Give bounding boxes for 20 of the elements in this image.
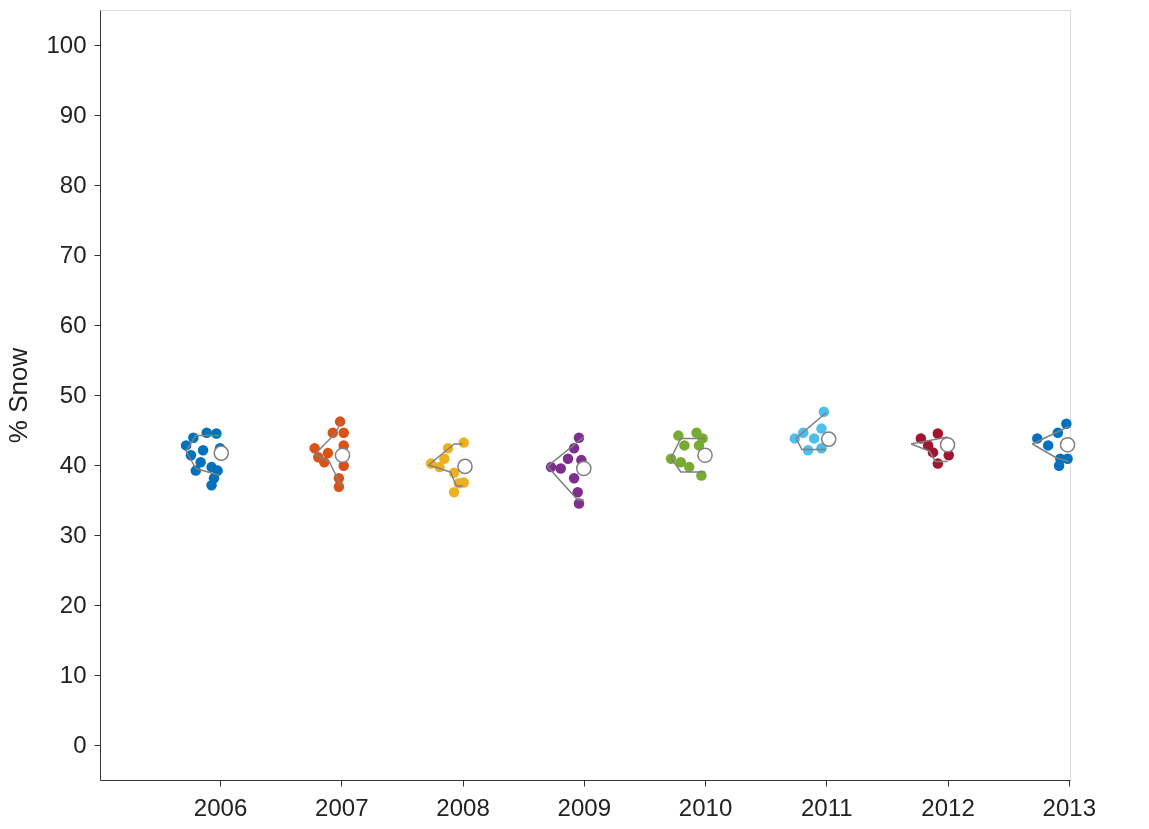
y-tick-label: 100 (46, 30, 87, 58)
x-tick-label: 2006 (193, 793, 248, 821)
x-tick-label: 2010 (678, 793, 733, 821)
y-tick-label: 60 (59, 310, 87, 338)
x-tick-label: 2008 (436, 793, 490, 821)
y-tick-label: 30 (59, 520, 87, 548)
y-tick-label: 80 (59, 170, 87, 198)
x-tick-label: 2012 (921, 793, 975, 821)
y-tick-label: 20 (59, 590, 87, 618)
y-tick-label: 10 (59, 660, 87, 688)
y-tick-label: 40 (59, 450, 87, 478)
x-tick-label: 2011 (800, 793, 853, 821)
x-tick-label: 2009 (557, 793, 611, 821)
x-tick-label: 2013 (1042, 793, 1096, 821)
y-tick-label: 0 (73, 730, 87, 758)
x-tick-label: 2007 (315, 793, 369, 821)
y-tick-label: 70 (59, 240, 87, 268)
y-tick-label: 50 (59, 380, 87, 408)
y-tick-label: 90 (59, 100, 87, 128)
y-axis-title: % Snow (3, 347, 34, 444)
